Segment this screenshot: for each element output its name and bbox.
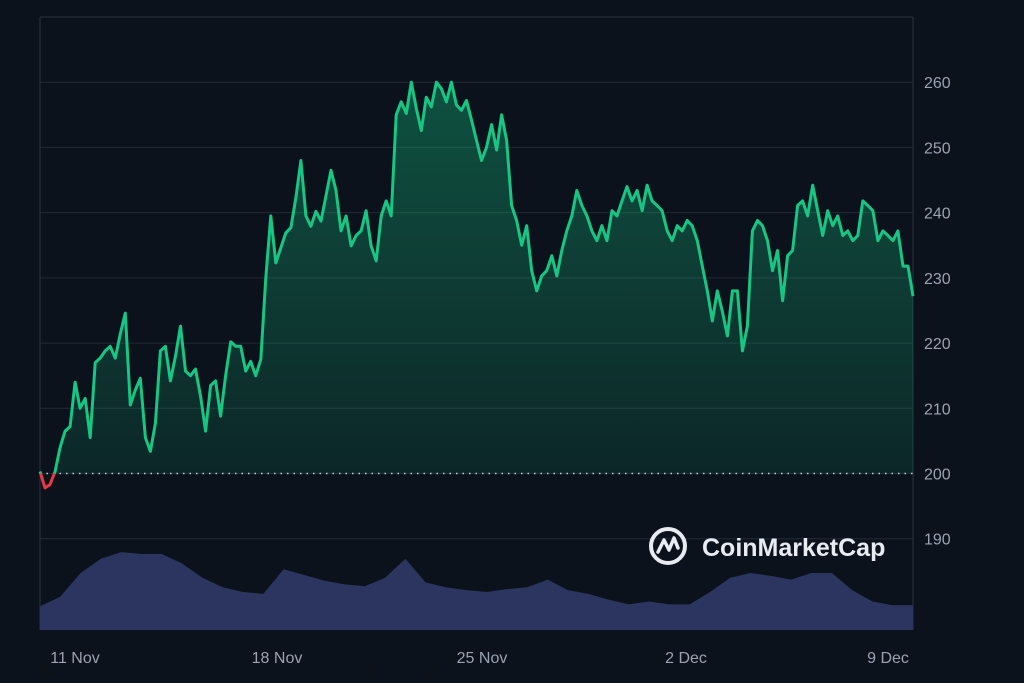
price-area-fill [40,82,913,474]
stray-mark: 2 [427,664,436,681]
volume-area [40,552,913,630]
stray-mark: 5 [41,664,50,681]
y-tick-label: 200 [924,466,951,483]
watermark-text: CoinMarketCap [702,534,885,562]
coinmarketcap-watermark: CoinMarketCap [649,527,885,565]
x-tick-label: 25 Nov [457,650,508,667]
y-tick-label: 250 [924,140,951,157]
x-axis: 11 Nov 18 Nov 25 Nov 2 Dec 9 Dec [50,650,909,667]
coinmarketcap-logo-icon [649,527,687,565]
price-line-up [38,80,915,474]
y-tick-label: 190 [924,532,951,549]
y-tick-label: 240 [924,206,951,223]
x-tick-label: 2 Dec [665,650,707,667]
y-tick-label: 230 [924,271,951,288]
x-tick-label: 9 Dec [867,650,909,667]
x-tick-label: 18 Nov [252,650,303,667]
y-axis: 190 200 210 220 230 240 250 260 [924,75,951,548]
y-tick-label: 210 [924,401,951,418]
y-tick-label: 260 [924,75,951,92]
stray-mark: 3 [365,664,374,681]
x-tick-label: 11 Nov [50,650,100,667]
y-tick-label: 220 [924,336,951,353]
